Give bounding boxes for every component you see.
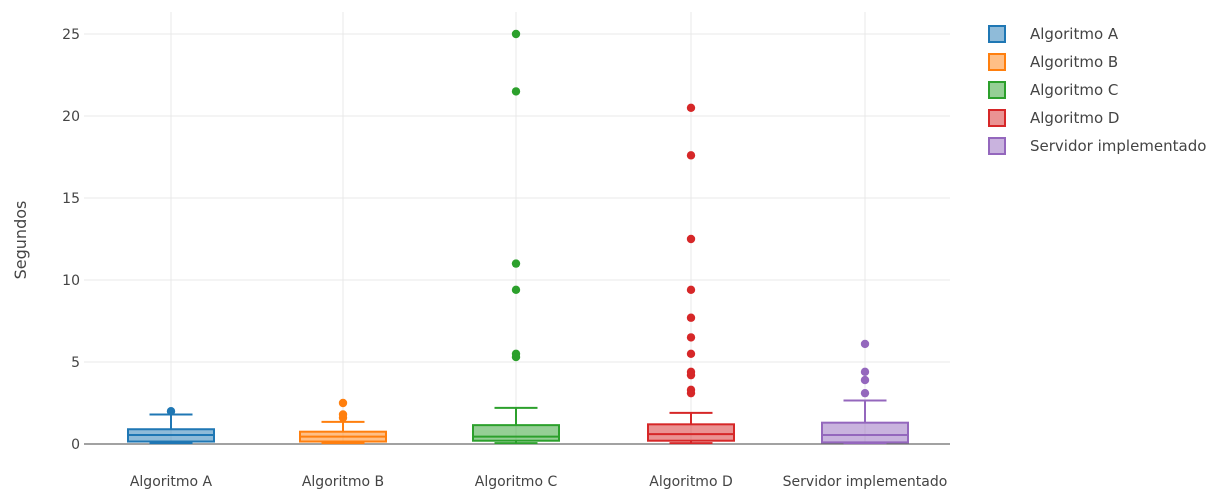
outlier-point[interactable] [511,29,521,39]
outlier-point[interactable] [686,385,696,395]
y-axis-ticks: 0 5 10 15 20 25 [62,27,80,453]
x-axis-ticks: Algoritmo A Algoritmo B Algoritmo C Algorit… [130,474,947,490]
outlier-point[interactable] [511,87,521,96]
outlier-point[interactable] [686,285,696,295]
outlier-point[interactable] [166,407,176,416]
box-trace-4[interactable] [647,103,735,445]
outlier-point[interactable] [860,339,870,349]
y-tick-label: 20 [62,109,80,125]
outlier-point[interactable] [686,367,696,377]
x-tick-label: Algoritmo D [649,474,733,490]
y-axis-title: Segundos [11,201,30,280]
legend-item[interactable]: Algoritmo A [988,25,1119,43]
legend-label: Algoritmo B [1030,53,1118,71]
outlier-point[interactable] [511,349,521,358]
legend-label: Algoritmo C [1030,81,1118,99]
outlier-point[interactable] [686,313,696,322]
legend-swatch [988,109,1006,127]
grid-layer [84,12,950,444]
legend-swatch [988,81,1006,99]
box-trace-3[interactable] [472,29,560,445]
box-body [647,423,735,442]
y-tick-label: 25 [62,27,80,43]
box-trace-2[interactable] [299,398,387,445]
legend-label: Algoritmo D [1030,109,1119,127]
outlier-point[interactable] [686,349,696,358]
y-tick-label: 5 [71,355,80,371]
box-layer [127,29,909,445]
box-body [472,424,560,442]
box-trace-1[interactable] [127,407,215,445]
y-tick-label: 10 [62,273,80,289]
legend-swatch [988,137,1006,155]
outlier-point[interactable] [511,285,521,295]
x-tick-label: Algoritmo A [130,474,213,490]
legend-item[interactable]: Servidor implementado [988,137,1206,155]
legend-swatch [988,25,1006,43]
outlier-point[interactable] [686,333,696,342]
outlier-point[interactable] [338,410,348,419]
legend-item[interactable]: Algoritmo B [988,53,1118,71]
y-tick-label: 15 [62,191,80,207]
outlier-point[interactable] [860,375,870,385]
x-tick-label: Servidor implementado [783,474,948,490]
x-tick-label: Algoritmo B [302,474,384,490]
x-tick-label: Algoritmo C [475,474,558,490]
outlier-point[interactable] [686,151,696,160]
outlier-point[interactable] [860,388,870,398]
outlier-point[interactable] [338,398,348,408]
box-body [821,421,909,444]
legend-label: Servidor implementado [1030,137,1206,155]
legend-item[interactable]: Algoritmo C [988,81,1118,99]
y-tick-label: 0 [71,437,80,453]
legend-swatch [988,53,1006,71]
outlier-point[interactable] [686,234,696,244]
outlier-point[interactable] [860,367,870,377]
legend[interactable]: Algoritmo A Algoritmo B Algoritmo C Algorit… [988,25,1206,155]
outlier-point[interactable] [686,103,696,113]
legend-item[interactable]: Algoritmo D [988,109,1119,127]
outlier-point[interactable] [511,259,521,268]
box-trace-5[interactable] [821,339,909,445]
legend-label: Algoritmo A [1030,25,1119,43]
